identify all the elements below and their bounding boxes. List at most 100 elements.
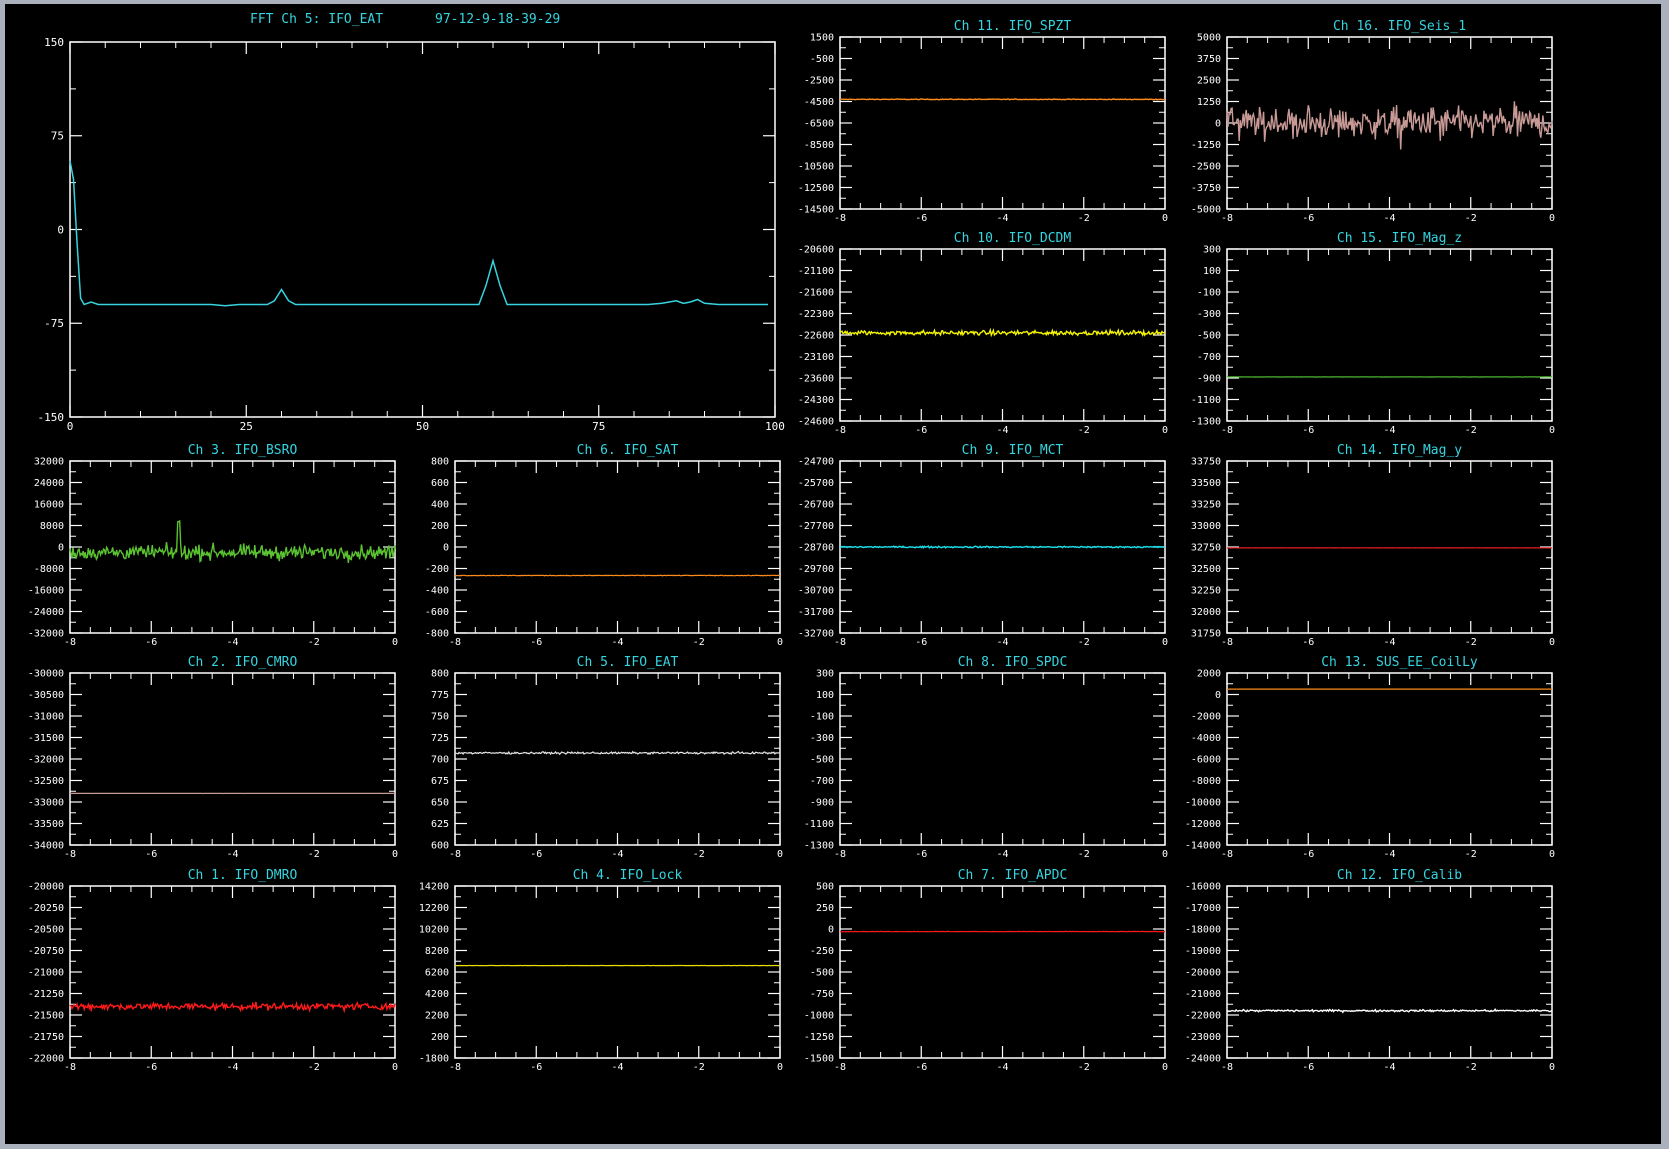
ch13-ytick-label: -10000 bbox=[1185, 798, 1221, 809]
ch6-xtick-label: -2 bbox=[693, 637, 705, 648]
ch8-ytick-label: 300 bbox=[816, 669, 834, 680]
ch9-xtick-label: 0 bbox=[1162, 637, 1168, 648]
ch16-xtick-label: -2 bbox=[1465, 213, 1477, 224]
ch7-ytick-label: 250 bbox=[816, 903, 834, 914]
ch1-xtick-label: -4 bbox=[226, 1062, 238, 1073]
ch10-xtick-label: -2 bbox=[1078, 425, 1090, 436]
ch6-xtick-label: -6 bbox=[530, 637, 542, 648]
ch6-ytick-label: 0 bbox=[443, 543, 449, 554]
ch13-ytick-label: -14000 bbox=[1185, 841, 1221, 852]
ch9-ytick-label: -29700 bbox=[798, 564, 834, 575]
ch7-ytick-label: -750 bbox=[810, 989, 834, 1000]
ch3-ytick-label: 0 bbox=[58, 543, 64, 554]
ch5-xtick-label: 0 bbox=[777, 849, 783, 860]
ch1-ytick-label: -21750 bbox=[28, 1032, 64, 1043]
ch9-ytick-label: -27700 bbox=[798, 521, 834, 532]
ch10-trace bbox=[839, 327, 1166, 338]
ch7-ytick-label: 500 bbox=[816, 882, 834, 893]
fft-xtick-label: 25 bbox=[240, 420, 253, 433]
ch1-xtick-label: -2 bbox=[308, 1062, 320, 1073]
fft-ytick-label: 0 bbox=[57, 223, 64, 236]
ch3-ytick-label: 32000 bbox=[34, 457, 64, 468]
ch3-ytick-label: -24000 bbox=[28, 607, 64, 618]
ch16-ytick-label: 3750 bbox=[1197, 54, 1221, 65]
ch5-xtick-label: -2 bbox=[693, 849, 705, 860]
ch15-ytick-label: -100 bbox=[1197, 288, 1221, 299]
ch1-ytick-label: -21250 bbox=[28, 989, 64, 1000]
ch12-xtick-label: -4 bbox=[1383, 1062, 1395, 1073]
ch11-ytick-label: -2500 bbox=[804, 76, 834, 87]
ch12-ytick-label: -21000 bbox=[1185, 989, 1221, 1000]
ch9-title: Ch 9. IFO_MCT bbox=[962, 443, 1064, 458]
ch16-ytick-label: 5000 bbox=[1197, 33, 1221, 44]
fft-timestamp: 97-12-9-18-39-29 bbox=[435, 12, 560, 27]
ch9-ytick-label: -28700 bbox=[798, 543, 834, 554]
ch15-xtick-label: -4 bbox=[1383, 425, 1395, 436]
ch13-ytick-label: -2000 bbox=[1191, 712, 1221, 723]
ch1-xtick-label: 0 bbox=[392, 1062, 398, 1073]
ch4-ytick-label: 12200 bbox=[419, 903, 449, 914]
ch5-title: Ch 5. IFO_EAT bbox=[577, 655, 679, 670]
ch1-trace bbox=[69, 1000, 396, 1014]
ch8-ytick-label: -100 bbox=[810, 712, 834, 723]
ch1-ytick-label: -21500 bbox=[28, 1011, 64, 1022]
ch3-xtick-label: -6 bbox=[145, 637, 157, 648]
ch14-ytick-label: 32500 bbox=[1191, 564, 1221, 575]
ch11-frame bbox=[839, 36, 1166, 210]
ch9-xtick-label: -2 bbox=[1078, 637, 1090, 648]
ch10-xtick-label: -6 bbox=[915, 425, 927, 436]
ch14-ytick-label: 32750 bbox=[1191, 543, 1221, 554]
chart-ch8: -8 -6 -4 -2 0 300 100 -100 -300 -500 -700 -900 -1100… bbox=[804, 655, 1168, 860]
chart-ch1: -8 -6 -4 -2 0 -20000 -20250 -20500 -20750 -21000 -… bbox=[28, 868, 398, 1073]
ch15-ytick-label: 300 bbox=[1203, 245, 1221, 256]
ch4-ytick-label: 4200 bbox=[425, 989, 449, 1000]
ch9-ytick-label: -32700 bbox=[798, 629, 834, 640]
ch10-ytick-label: -21100 bbox=[798, 266, 834, 277]
ch16-ytick-label: 0 bbox=[1215, 119, 1221, 130]
ch14-ytick-label: 33250 bbox=[1191, 500, 1221, 511]
ch11-xtick-label: -2 bbox=[1078, 213, 1090, 224]
ch6-ytick-label: -400 bbox=[425, 586, 449, 597]
ch5-trace bbox=[454, 750, 781, 756]
ch2-ytick-label: -30500 bbox=[28, 690, 64, 701]
ch3-frame bbox=[69, 460, 396, 634]
ch12-xtick-label: 0 bbox=[1549, 1062, 1555, 1073]
ch13-xtick-label: -2 bbox=[1465, 849, 1477, 860]
ch5-xtick-label: -6 bbox=[530, 849, 542, 860]
ch10-ytick-label: -20600 bbox=[798, 245, 834, 256]
ch3-xtick-label: -4 bbox=[226, 637, 238, 648]
scope-display: 0 25 50 75 100 150 75 0 -75 -150 FFT Ch 5: IFO_EAT… bbox=[5, 4, 1661, 1144]
ch6-ytick-label: -600 bbox=[425, 607, 449, 618]
ch10-ytick-label: -21600 bbox=[798, 288, 834, 299]
fft-xtick-label: 75 bbox=[592, 420, 605, 433]
ch3-xtick-label: -8 bbox=[64, 637, 76, 648]
ch8-xtick-label: -2 bbox=[1078, 849, 1090, 860]
ch6-ytick-label: -800 bbox=[425, 629, 449, 640]
ch7-xtick-label: -6 bbox=[915, 1062, 927, 1073]
ch2-title: Ch 2. IFO_CMRO bbox=[188, 655, 298, 670]
ch7-ytick-label: -1250 bbox=[804, 1032, 834, 1043]
ch6-title: Ch 6. IFO_SAT bbox=[577, 443, 679, 458]
ch4-ytick-label: -1800 bbox=[419, 1054, 449, 1065]
ch7-ytick-label: -500 bbox=[810, 968, 834, 979]
fft-ytick-label: -150 bbox=[38, 411, 65, 424]
ch3-ytick-label: -8000 bbox=[34, 564, 64, 575]
ch11-xtick-label: 0 bbox=[1162, 213, 1168, 224]
ch3-trace bbox=[69, 519, 396, 564]
ch14-xtick-label: -2 bbox=[1465, 637, 1477, 648]
ch14-ytick-label: 33000 bbox=[1191, 521, 1221, 532]
chart-fft: 0 25 50 75 100 150 75 0 -75 -150 FFT Ch 5: IFO_EAT… bbox=[38, 12, 785, 433]
ch12-ytick-label: -16000 bbox=[1185, 882, 1221, 893]
ch13-xtick-label: -4 bbox=[1383, 849, 1395, 860]
ch12-xtick-label: -6 bbox=[1302, 1062, 1314, 1073]
ch9-xtick-label: -8 bbox=[834, 637, 846, 648]
ch2-xtick-label: -8 bbox=[64, 849, 76, 860]
ch15-frame bbox=[1226, 248, 1553, 422]
ch16-title: Ch 16. IFO_Seis_1 bbox=[1333, 19, 1466, 34]
ch11-ytick-label: -8500 bbox=[804, 140, 834, 151]
ch4-ytick-label: 8200 bbox=[425, 946, 449, 957]
ch14-xtick-label: -8 bbox=[1221, 637, 1233, 648]
ch15-xtick-label: -8 bbox=[1221, 425, 1233, 436]
ch12-title: Ch 12. IFO_Calib bbox=[1337, 868, 1462, 883]
ch5-frame bbox=[454, 672, 781, 846]
